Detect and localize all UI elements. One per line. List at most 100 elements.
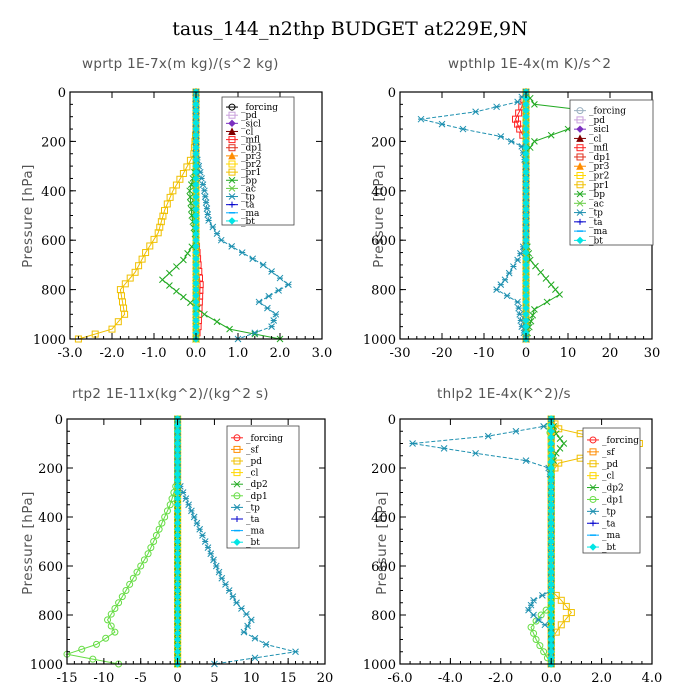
data-point <box>497 281 505 289</box>
x-tick-label: 10 <box>243 671 260 686</box>
data-point <box>104 616 112 624</box>
legend-label: _pd <box>241 111 257 121</box>
x-tick-label: 3.0 <box>312 346 333 361</box>
legend-marker <box>233 457 241 465</box>
data-point <box>187 199 195 207</box>
data-point <box>187 181 195 188</box>
x-tick-label: -5 <box>134 671 147 686</box>
legend-label: _ta <box>241 201 255 211</box>
legend-marker <box>589 495 597 503</box>
data-point <box>440 445 448 452</box>
data-point <box>218 574 226 582</box>
legend-marker <box>576 125 584 133</box>
legend-label: _pd <box>246 457 262 467</box>
data-point <box>115 599 123 607</box>
x-tick-label: -6.0 <box>387 671 412 686</box>
data-point <box>138 255 146 263</box>
data-point <box>514 256 521 264</box>
data-point <box>251 634 259 642</box>
legend-label: _tp <box>241 193 255 203</box>
legend-marker <box>576 181 584 189</box>
panel-title-wprtp: wprtp 1E-7x(m kg)/(s^2 kg) <box>82 56 279 72</box>
y-tick-label: 0 <box>55 413 63 428</box>
legend-label: _ta <box>589 218 603 228</box>
data-point <box>285 281 292 289</box>
data-point <box>472 449 479 457</box>
data-point <box>275 287 282 294</box>
data-point <box>166 193 174 201</box>
data-point <box>135 262 143 270</box>
y-tick-label: 800 <box>371 284 396 299</box>
data-point <box>531 138 538 145</box>
y-tick-label: 0 <box>58 86 66 101</box>
legend-label: _forcing <box>589 107 626 117</box>
data-point <box>542 275 550 282</box>
page-title: taus_144_n2thp BUDGET at229E,9N <box>172 18 528 40</box>
x-tick-label: 10 <box>560 346 577 361</box>
data-point <box>169 187 177 195</box>
data-point <box>182 495 190 502</box>
legend-marker <box>576 153 584 161</box>
legend-box <box>569 99 654 246</box>
data-point <box>173 287 180 295</box>
series-line <box>420 91 527 340</box>
legend-label: _forcing <box>602 436 639 446</box>
data-point <box>532 636 540 643</box>
data-point <box>484 432 492 440</box>
legend: _forcing_sf _pd _cl_dp2 _dp1_tp _ta _ma_bt <box>226 425 300 549</box>
data-point <box>161 513 169 521</box>
x-tick-label: 30 <box>644 346 661 361</box>
y-tick-label: 1000 <box>363 333 396 348</box>
y-tick-label: 600 <box>371 234 396 249</box>
data-point <box>108 325 116 333</box>
data-point <box>201 310 208 318</box>
data-point <box>264 304 271 312</box>
data-point <box>527 623 535 631</box>
data-point <box>527 601 535 609</box>
plot-panel-1: -30 -20 -10 0 10 20 30 0 200 400 600 800 1000 _forcin… <box>363 86 660 361</box>
x-tick-label: -20 <box>432 346 453 361</box>
y-tick-label: 1000 <box>33 333 66 348</box>
legend-marker <box>589 507 597 515</box>
data-point <box>541 621 549 629</box>
data-point <box>78 645 86 653</box>
legend-label: _cl <box>246 469 259 479</box>
data-point <box>204 211 212 218</box>
legend-label: _cl <box>241 127 254 137</box>
y-tick-label: 800 <box>38 609 63 624</box>
data-point <box>92 640 100 648</box>
data-point <box>217 236 225 244</box>
legend-marker <box>229 201 235 208</box>
data-point <box>530 596 537 604</box>
data-point <box>540 648 548 656</box>
data-point <box>225 587 233 594</box>
data-point <box>131 268 139 276</box>
legend-label: _ta <box>246 515 260 525</box>
legend-label: _cl <box>589 134 602 144</box>
data-point <box>210 556 217 564</box>
data-point <box>244 622 251 630</box>
x-tick-label: -2.0 <box>99 346 124 361</box>
data-point <box>409 440 416 447</box>
data-point <box>516 310 524 318</box>
y-tick-label: 400 <box>41 185 66 200</box>
legend-marker <box>576 199 584 207</box>
data-point <box>531 100 538 108</box>
data-point <box>255 298 263 306</box>
data-point <box>199 532 206 539</box>
legend-label: _sicl <box>589 125 609 135</box>
y-tick-label: 600 <box>41 234 66 249</box>
legend-marker <box>233 504 241 511</box>
y-tick-label: 800 <box>371 609 396 624</box>
data-point <box>180 256 187 264</box>
legend-label: _tp <box>589 209 603 219</box>
data-point <box>556 445 564 452</box>
legend-marker <box>576 107 584 115</box>
data-point <box>276 274 284 282</box>
data-point <box>126 274 134 282</box>
panel-title-rtp2: rtp2 1E-11x(kg^2)/(kg^2 s) <box>72 386 269 402</box>
data-point <box>501 276 509 284</box>
y-tick-label: 400 <box>371 185 396 200</box>
data-point <box>515 304 523 312</box>
